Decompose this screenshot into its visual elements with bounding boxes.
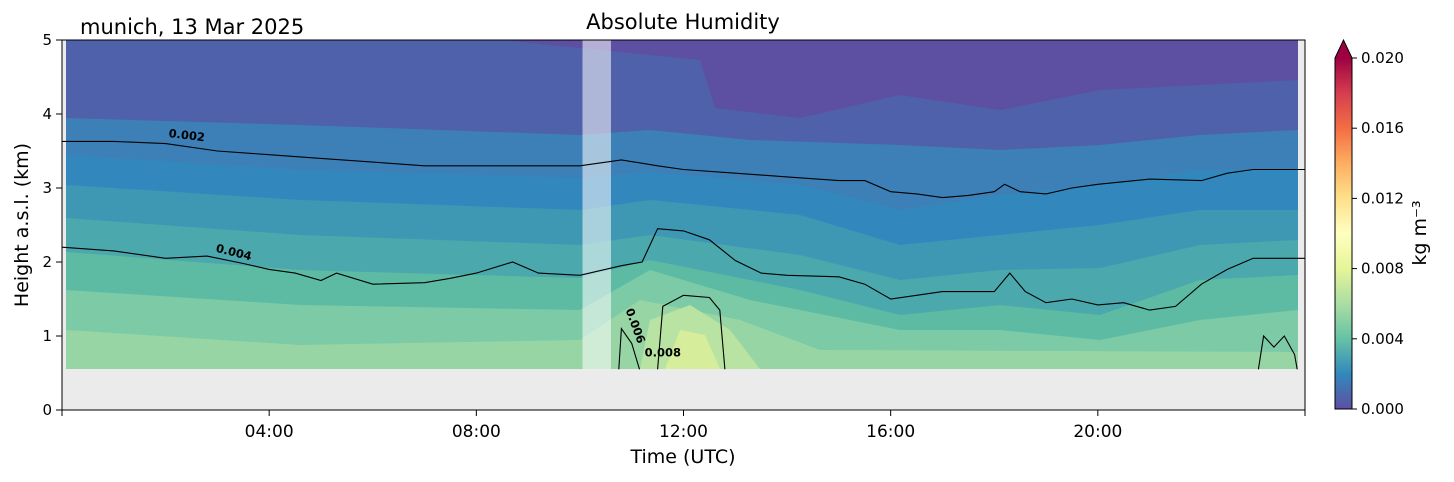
x-axis-ticks: 04:00 08:00 12:00 16:00 20:00: [61, 410, 1306, 442]
colorbar-label: kg m⁻³: [1409, 200, 1431, 265]
contour-line: [62, 228, 1305, 311]
x-tick-label: 04:00: [245, 422, 294, 442]
colorbar-gradient: [1335, 58, 1352, 409]
colorbar: 0.000 0.004 0.008 0.012 0.016 0.020 kg m⁻³: [1334, 38, 1431, 418]
x-tick-label: 20:00: [1073, 422, 1122, 442]
y-tick-label: 4: [42, 105, 52, 123]
contour-line: [618, 326, 641, 370]
x-tick-label: 12:00: [659, 422, 708, 442]
x-tick-label: 16:00: [866, 422, 915, 442]
y-tick-label: 3: [42, 179, 52, 197]
colorbar-tick-label: 0.020: [1361, 49, 1404, 67]
site-date-label: munich, 13 Mar 2025: [80, 15, 304, 39]
colorbar-ticks: 0.000 0.004 0.008 0.012 0.016 0.020: [1352, 49, 1404, 418]
y-tick-label: 2: [42, 253, 52, 271]
colorbar-tick-label: 0.016: [1361, 119, 1404, 137]
colorbar-frame: [1334, 38, 1353, 410]
contour-line: [62, 140, 1305, 199]
humidity-field: [66, 40, 1298, 369]
contour-label: 0.002: [168, 126, 206, 144]
contour-line: [1257, 334, 1298, 370]
colorbar-tick-label: 0.012: [1361, 189, 1404, 207]
y-axis-title: Height a.s.l. (km): [11, 143, 33, 307]
contour-label: 0.008: [645, 346, 681, 360]
colorbar-tick-label: 0.000: [1361, 400, 1404, 418]
chart-title: Absolute Humidity: [586, 10, 780, 34]
missing-data-gap: [582, 40, 611, 370]
y-tick-label: 0: [42, 401, 52, 419]
contour-lines: [62, 140, 1305, 370]
colorbar-tick-label: 0.004: [1361, 330, 1404, 348]
band-level-10: [665, 330, 720, 369]
x-axis-title: Time (UTC): [629, 446, 735, 468]
colorbar-tick-label: 0.008: [1361, 260, 1404, 278]
y-axis-ticks: 0 1 2 3 4 5: [42, 31, 62, 419]
y-tick-label: 5: [42, 31, 52, 49]
contour-line: [657, 294, 726, 370]
x-tick-label: 08:00: [452, 422, 501, 442]
colorbar-extend-arrow: [1335, 40, 1352, 58]
y-tick-label: 1: [42, 327, 52, 345]
